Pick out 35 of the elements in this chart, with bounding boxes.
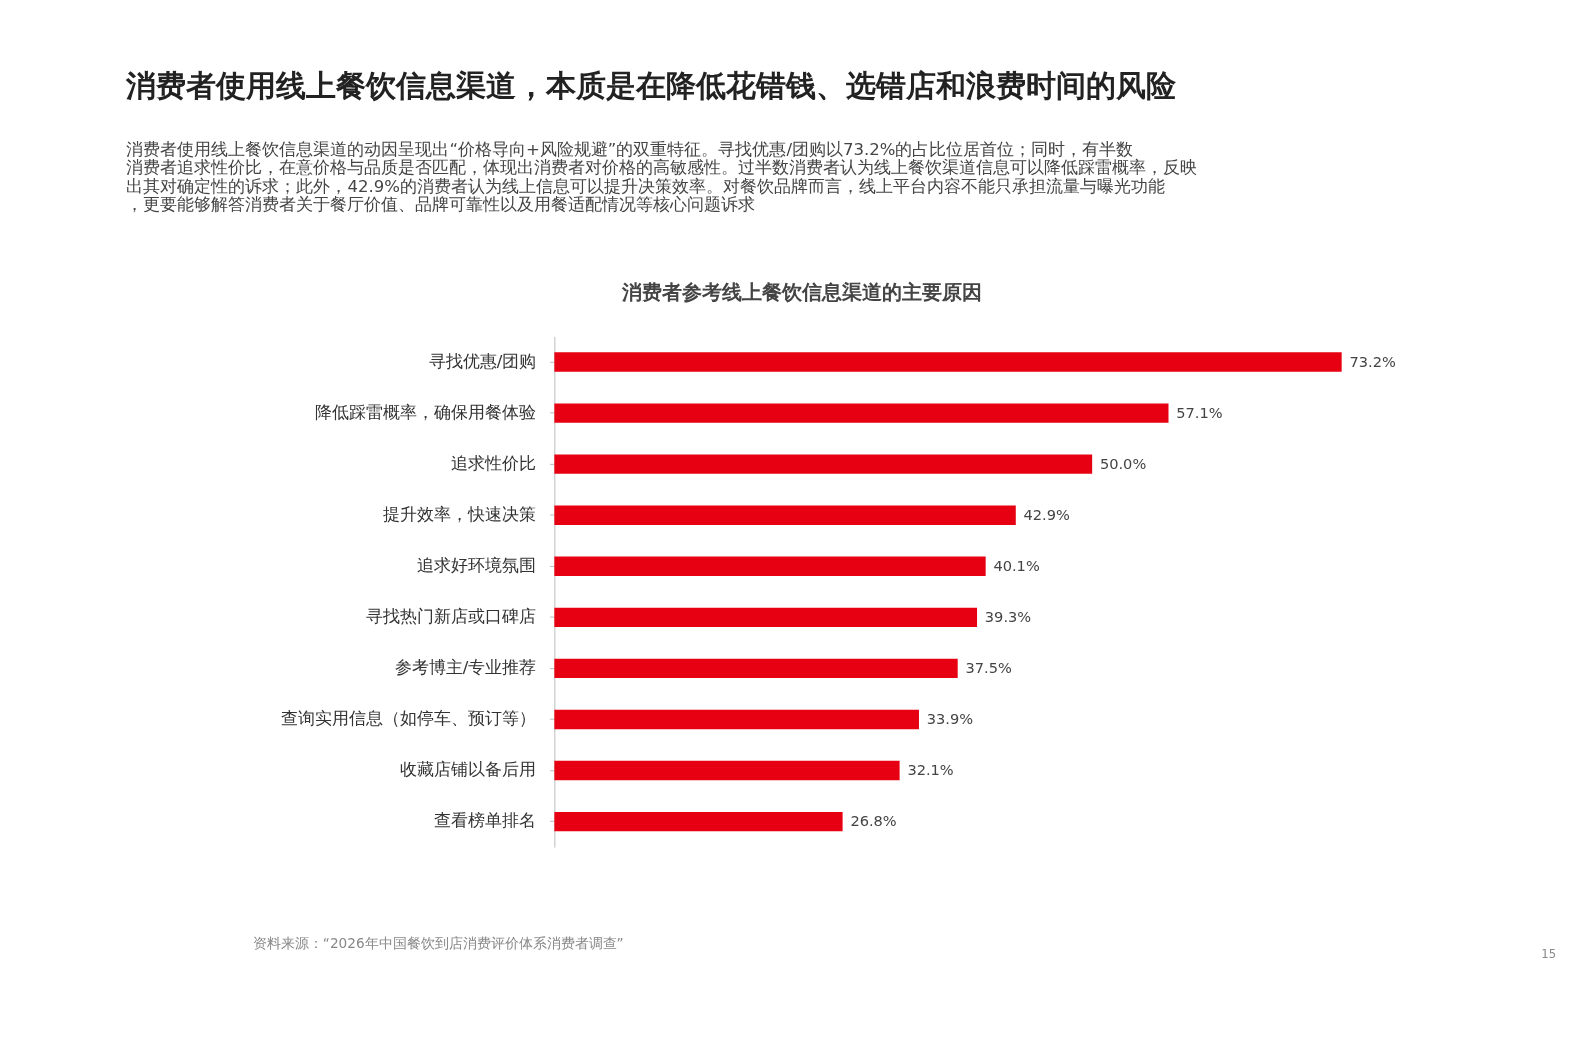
bar [554,811,843,832]
bar [554,403,1169,423]
bar [554,454,1093,474]
bar [554,352,1342,372]
bar [554,556,986,576]
y-tick-label: 寻找热门新店或口碑店 [366,607,537,627]
data-label: 50.0% [1099,455,1147,473]
text: 消费者参考线上餐饮信息渠道的主要原因 [621,279,983,304]
data-label: 40.1% [993,557,1040,575]
y-tick-label: 提升效率，快速决策 [383,505,537,525]
y-tick-label: 追求好环境氛围 [417,556,537,576]
y-tick-label: 查询实用信息（如停车、预订等） [281,709,537,729]
y-tick-label: 收藏店铺以备后用 [400,760,537,780]
bar [554,505,1016,525]
bar [554,607,978,628]
data-label: 26.8% [850,812,897,830]
text: 15 [1541,946,1557,961]
y-tick-label: 追求性价比 [451,454,537,474]
data-label: 37.5% [965,659,1012,677]
bar [554,760,900,781]
bar [554,709,919,730]
y-tick-label: 参考博主/专业推荐 [394,658,537,678]
data-label: 73.2% [1349,352,1396,370]
text: 资料来源：“2026年中国餐饮到店消费评价体系消费者调查” [252,935,624,952]
y-tick-label: 寻找优惠/团购 [428,351,537,371]
data-label: 39.3% [984,608,1032,626]
y-tick-label: 查看榜单排名 [434,811,537,831]
data-label: 33.9% [926,710,974,728]
chart-title: 消费者使用线上餐饮信息渠道，本质是在降低花错钱、选错店和浪费时间的风险 [125,68,1178,104]
y-tick-label: 降低踩雷概率，确保用餐体验 [315,402,537,422]
bar [554,658,958,679]
data-label: 32.1% [907,761,954,779]
data-label: 57.1% [1176,403,1223,421]
chart-subtitle: 消费者使用线上餐饮信息渠道的动因呈现出“价格导向+风险规避”的双重特征。寻找优惠/团购以73.2%的占比位居首位；同时，有半数消费者追求性价比，在意价格与品质是否匹配，体现出消费者对价格的高敏感性。过半数消费者认为线上餐饮渠道信息可以降低踩雷概率，反映出其对确定性的诉求；此外，42.9%的消费者认为线上信息可以提升决策效率。对餐饮品牌而言，线上平台内容不能只承担流量与曝光功能，更要能够解答消费者关于餐厅价值、品牌可靠性以及用餐适配情况等核心问题诉求 [126,139,1198,215]
data-label: 42.9% [1023,506,1071,524]
